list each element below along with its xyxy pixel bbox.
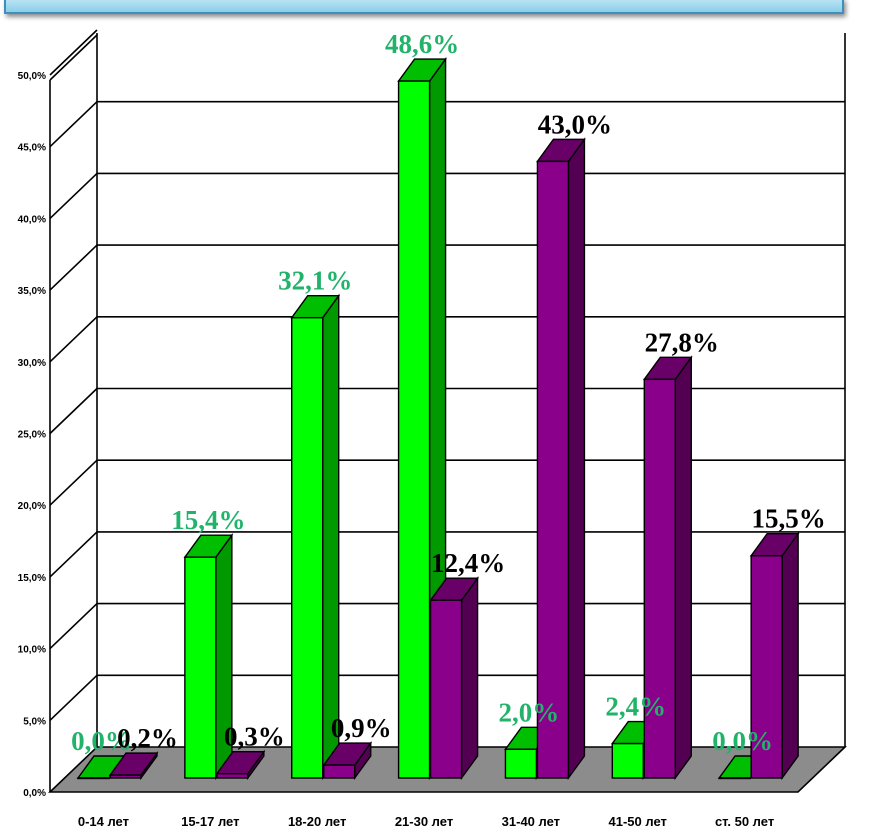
side-gridline [49,172,98,219]
bar [611,742,644,779]
bar-side [460,576,479,781]
data-label: 0,0% [71,726,132,756]
data-label: 48,6% [385,29,459,59]
data-label: 27,8% [645,327,719,357]
bar [184,556,217,779]
bar [77,777,110,780]
bar [718,777,751,780]
side-gridline [49,387,98,435]
title-banner [4,0,844,14]
y-tick-label: 40,0% [18,214,46,225]
bar [109,774,142,779]
x-tick-label: 41-50 лет [609,814,667,829]
bar [504,748,538,779]
data-label: 12,4% [431,548,505,578]
side-gridline [49,316,98,363]
y-tick-label: 20,0% [18,501,46,512]
bar-side [322,293,340,781]
data-label: 0,2% [117,723,178,753]
x-tick-label: 31-40 лет [502,814,560,829]
y-tick-label: 10,0% [18,645,46,656]
y-tick-label: 25,0% [18,430,46,441]
data-label: 2,4% [605,692,666,722]
x-tick-label: ст. 50 лет [715,814,774,829]
bar [643,378,676,779]
bar [536,160,570,779]
bar [429,599,463,779]
bar [291,316,324,779]
side-gridline [49,531,98,578]
data-label: 32,1% [278,266,352,296]
data-label: 0,9% [331,713,392,743]
side-gridline [49,674,98,721]
data-label: 43,0% [538,109,612,139]
bar [397,80,431,779]
y-tick-label: 0,0% [23,788,46,799]
side-wall-top-edge [49,34,98,81]
data-label: 0,3% [224,722,285,752]
side-gridline [49,603,98,650]
side-gridline [49,101,98,148]
y-tick-label: 30,0% [18,358,46,369]
x-tick-label: 18-20 лет [288,814,346,829]
bar [216,772,249,779]
data-label: 15,5% [752,504,826,534]
bar [323,764,356,779]
y-tick-label: 35,0% [18,286,46,297]
bar-side [674,355,692,781]
x-tick-label: 15-17 лет [181,814,239,829]
data-label: 0,0% [712,726,773,756]
x-tick-label: 21-30 лет [395,814,453,829]
y-tick-label: 15,0% [18,573,46,584]
bar-side [567,137,586,781]
y-tick-label: 45,0% [18,143,46,154]
bar [750,555,783,779]
bar-side [781,531,799,781]
y-tick-label: 50,0% [18,71,46,82]
data-label: 2,0% [499,697,560,727]
data-label: 15,4% [171,505,245,535]
side-gridline [49,459,98,506]
y-tick-label: 5,0% [23,716,46,727]
side-gridline [49,244,98,291]
side-gridline [49,29,98,76]
x-tick-label: 0-14 лет [78,814,129,829]
